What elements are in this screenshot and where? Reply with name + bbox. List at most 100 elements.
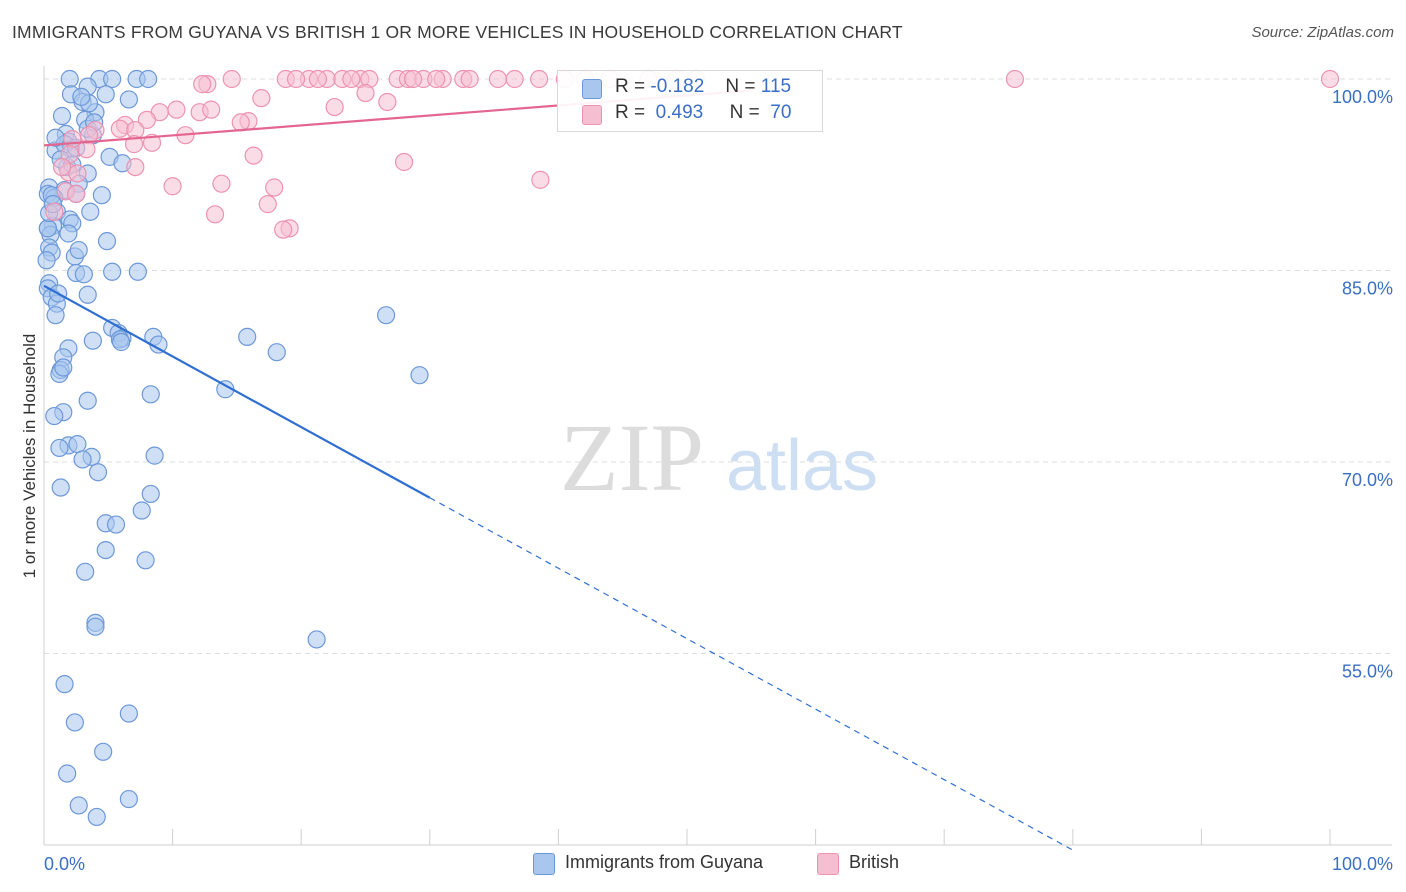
n-value-guyana: 115 [760, 76, 792, 97]
correlation-stats-box: R = -0.182 N = 115 R = 0.493 N = 70 [557, 70, 823, 132]
watermark-atlas: atlas [726, 426, 878, 506]
guyana-point [50, 438, 69, 458]
n-value-british: 70 [770, 102, 792, 123]
british-point [427, 69, 446, 89]
y-tick-label: 85.0% [1342, 279, 1393, 299]
british-point [505, 69, 524, 89]
british-point [193, 75, 212, 94]
guyana-point [55, 675, 74, 694]
british-point [460, 69, 479, 89]
british-point [63, 129, 82, 149]
guyana-point [136, 551, 155, 570]
british-point [77, 140, 96, 159]
british-point [231, 113, 250, 132]
guyana-point [145, 446, 164, 465]
guyana-point [96, 540, 115, 560]
british-point [212, 174, 231, 193]
legend-swatch-british [817, 853, 839, 875]
guyana-point [88, 463, 108, 482]
guyana-point [94, 742, 113, 761]
x-tick-label-min: 0.0% [44, 854, 85, 874]
british-point [167, 100, 186, 119]
guyana-point [141, 484, 160, 504]
guyana-point [238, 327, 257, 346]
british-point [124, 135, 144, 154]
guyana-point [68, 435, 87, 454]
legend-swatch-guyana [533, 853, 555, 875]
british-point [68, 164, 87, 183]
guyana-point [59, 224, 78, 243]
r-label: R = [615, 76, 646, 97]
guyana-point [103, 69, 122, 89]
y-tick-label: 55.0% [1342, 662, 1393, 682]
guyana-point [376, 306, 396, 325]
guyana-point [97, 232, 117, 251]
british-point [52, 157, 72, 177]
guyana-point [106, 515, 126, 534]
guyana-point [51, 478, 70, 497]
x-tick-label-max: 100.0% [1332, 854, 1393, 874]
guyana-point [52, 106, 72, 126]
guyana-point [65, 713, 84, 732]
guyana-point [69, 240, 88, 260]
british-point [142, 133, 162, 152]
british-point [274, 220, 293, 239]
guyana-point [46, 306, 65, 325]
british-point [202, 100, 221, 119]
british-swatch [582, 105, 602, 125]
british-point [403, 69, 423, 89]
british-point [244, 146, 263, 165]
guyana-point [58, 764, 77, 783]
british-point [252, 89, 271, 108]
series-guyana-points [37, 69, 429, 827]
british-point [394, 152, 414, 172]
guyana-point [139, 69, 158, 89]
n-label: N = [729, 102, 760, 123]
guyana-point [92, 186, 111, 205]
british-point [137, 110, 156, 129]
guyana-point [74, 265, 93, 284]
guyana-point [410, 366, 429, 385]
guyana-point [60, 69, 79, 89]
guyana-point [307, 630, 326, 649]
y-tick-label: 100.0% [1332, 87, 1393, 107]
british-point [325, 97, 344, 117]
source-credit: Source: ZipAtlas.com [1251, 24, 1394, 41]
legend-label-british: British [849, 852, 900, 872]
british-point [163, 177, 182, 196]
n-label: N = [725, 76, 756, 97]
guyana-point [76, 562, 95, 581]
grid-lines [44, 78, 1392, 654]
trendlines [43, 89, 1074, 851]
british-point [258, 195, 277, 214]
guyana-point [78, 285, 97, 304]
legend-label-guyana: Immigrants from Guyana [565, 852, 764, 872]
british-point [222, 69, 241, 89]
british-point [531, 170, 550, 189]
british-point [265, 178, 284, 197]
guyana-point [119, 704, 138, 723]
r-value-guyana: -0.182 [650, 76, 705, 97]
guyana-point [83, 331, 102, 350]
british-point [1005, 69, 1025, 89]
british-point [45, 202, 64, 221]
chart-title: IMMIGRANTS FROM GUYANA VS BRITISH 1 OR M… [12, 22, 903, 42]
guyana-point [132, 501, 151, 520]
british-point [530, 69, 549, 89]
guyana-swatch [582, 79, 602, 99]
guyana-point [54, 358, 73, 377]
r-label: R = [615, 102, 646, 123]
british-point [378, 92, 397, 112]
watermark: ZIP atlas [560, 404, 878, 511]
guyana-point [73, 450, 92, 469]
guyana-point [141, 385, 160, 404]
watermark-zip: ZIP [560, 404, 704, 511]
guyana-point [96, 85, 115, 104]
british-point [286, 69, 306, 89]
british-point [342, 69, 361, 89]
guyana-trendline-extension [429, 497, 1074, 851]
british-point [308, 69, 328, 89]
y-tick-label: 70.0% [1342, 470, 1393, 490]
guyana-point [86, 617, 105, 636]
guyana-point [119, 90, 138, 109]
